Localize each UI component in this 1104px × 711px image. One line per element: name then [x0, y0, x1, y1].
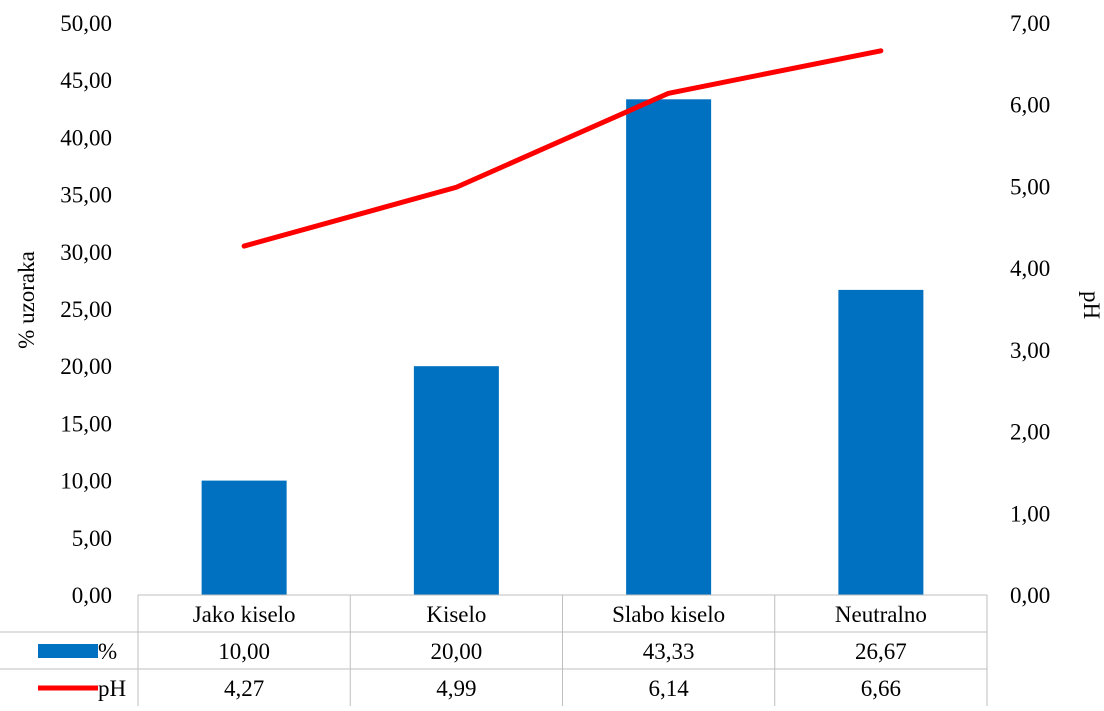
bar [626, 99, 712, 595]
y-right-tick-label: 3,00 [1010, 338, 1050, 363]
y-left-tick-label: 15,00 [60, 411, 112, 436]
table-value-cell: 20,00 [431, 639, 483, 664]
table-value-cell: 26,67 [855, 639, 907, 664]
table-category-label: Kiselo [426, 602, 486, 627]
y-right-tick-label: 2,00 [1010, 420, 1050, 445]
table-category-label: Jako kiselo [193, 602, 296, 627]
y-left-tick-label: 10,00 [60, 469, 112, 494]
line-group [241, 48, 884, 249]
bar [838, 289, 924, 595]
y-right-tick-label: 7,00 [1010, 11, 1050, 36]
y-left-tick-label: 5,00 [72, 526, 112, 551]
table-value-cell: 10,00 [218, 639, 270, 664]
y-left-tick-label: 25,00 [60, 297, 112, 322]
y-left-tick-label: 20,00 [60, 354, 112, 379]
y-right-tick-label: 1,00 [1010, 501, 1050, 526]
bar [413, 366, 499, 595]
legend-series-name: % [98, 639, 117, 664]
axis-titles-group: % uzoraka pH [14, 251, 1104, 349]
y-left-tick-label: 40,00 [60, 125, 112, 150]
y-left-tick-label: 45,00 [60, 68, 112, 93]
bars-group [201, 99, 924, 595]
table-value-cell: 6,14 [649, 676, 690, 701]
table-value-cell: 6,66 [861, 676, 901, 701]
table-value-cell: 43,33 [643, 639, 695, 664]
table-value-cell: 4,99 [436, 676, 476, 701]
table-category-label: Slabo kiselo [612, 602, 725, 627]
legend-series-name: pH [98, 676, 126, 701]
y-right-tick-label: 0,00 [1010, 583, 1050, 608]
y-left-tick-label: 50,00 [60, 11, 112, 36]
bar [201, 480, 287, 595]
y-left-tick-label: 0,00 [72, 583, 112, 608]
y-left-tick-label: 30,00 [60, 240, 112, 265]
y-right-tick-label: 5,00 [1010, 174, 1050, 199]
y-axis-right-title: pH [1079, 291, 1104, 319]
table-value-cell: 4,27 [224, 676, 264, 701]
axes-group: 0,00 5,00 10,00 15,00 20,00 25,00 30,00 35,00 40… [60, 11, 1050, 608]
ph-series-line [241, 48, 884, 249]
y-right-tick-label: 4,00 [1010, 256, 1050, 281]
table-category-label: Neutralno [835, 602, 927, 627]
data-table-group: Jako kiselo Kiselo Slabo kiselo Neutralno% 1… [0, 594, 988, 706]
legend-key-bar [38, 644, 98, 658]
y-axis-left-title: % uzoraka [14, 251, 39, 349]
y-right-tick-label: 6,00 [1010, 93, 1050, 118]
y-left-tick-label: 35,00 [60, 183, 112, 208]
